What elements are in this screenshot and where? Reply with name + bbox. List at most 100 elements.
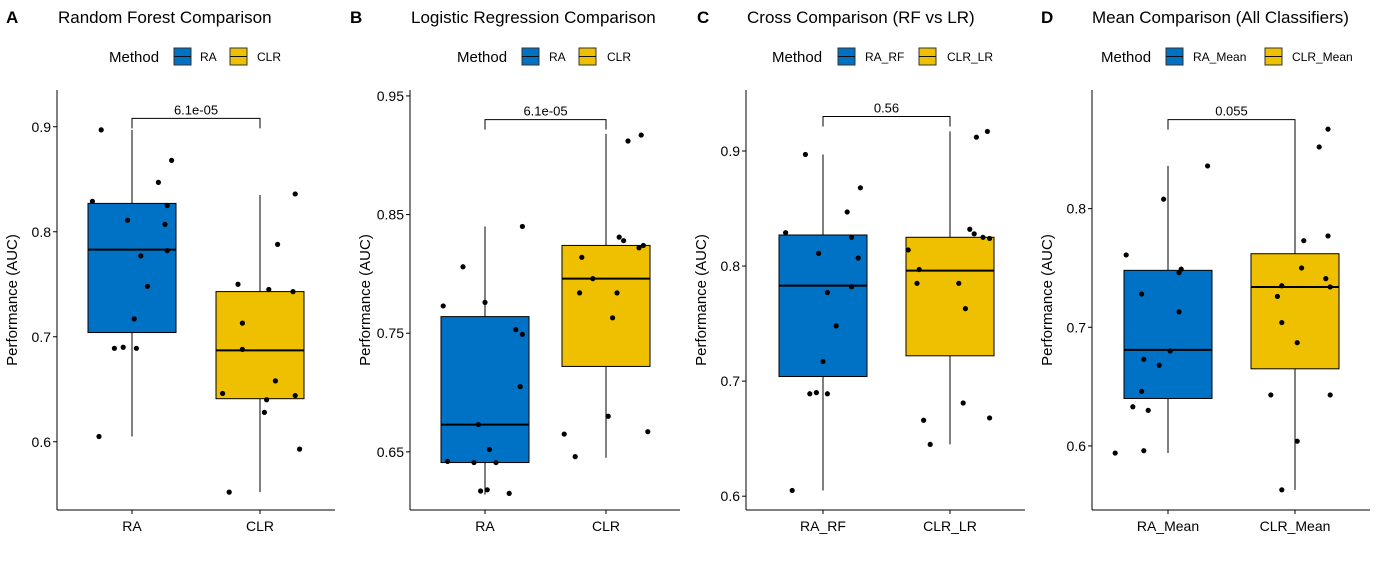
data-point bbox=[155, 179, 161, 185]
data-point bbox=[844, 209, 850, 215]
legend-label: RA bbox=[200, 50, 217, 64]
data-point bbox=[475, 421, 481, 428]
legend-key-ra: RA bbox=[521, 47, 566, 66]
data-point bbox=[789, 487, 795, 494]
data-point bbox=[1274, 293, 1280, 300]
box-iqr bbox=[440, 316, 530, 464]
data-point bbox=[125, 217, 131, 223]
legend-label: CLR_Mean bbox=[1292, 50, 1353, 64]
data-point bbox=[960, 400, 966, 406]
data-point bbox=[621, 238, 627, 244]
data-point bbox=[857, 185, 864, 191]
data-point bbox=[984, 128, 991, 135]
data-point bbox=[579, 254, 585, 260]
data-point bbox=[164, 248, 170, 254]
data-point bbox=[816, 250, 822, 256]
data-point bbox=[833, 323, 839, 329]
data-point bbox=[519, 223, 526, 230]
data-point bbox=[640, 242, 647, 249]
data-point bbox=[561, 431, 567, 437]
x-tick-label: RA bbox=[122, 518, 142, 534]
box-clr bbox=[215, 195, 305, 493]
data-point bbox=[1141, 448, 1147, 454]
data-point bbox=[1327, 392, 1333, 398]
data-point bbox=[290, 289, 296, 295]
data-point bbox=[849, 234, 855, 240]
data-point bbox=[590, 276, 596, 282]
data-point bbox=[1176, 309, 1182, 315]
box-iqr bbox=[215, 291, 305, 400]
data-point bbox=[820, 358, 826, 365]
data-point bbox=[616, 234, 622, 240]
data-point bbox=[220, 390, 226, 397]
legend-key-ra-mean: RA_Mean bbox=[1165, 47, 1246, 66]
data-point bbox=[297, 446, 303, 452]
data-point bbox=[813, 390, 820, 396]
data-point bbox=[1327, 284, 1333, 290]
data-point bbox=[971, 231, 977, 237]
data-point bbox=[914, 280, 920, 286]
data-point bbox=[226, 489, 232, 495]
panel-title: Logistic Regression Comparison bbox=[411, 8, 656, 27]
legend-label: RA bbox=[549, 50, 566, 64]
data-point bbox=[1316, 144, 1322, 150]
data-point bbox=[445, 458, 451, 464]
y-axis-title: Performance (AUC) bbox=[693, 234, 710, 366]
data-point bbox=[572, 454, 578, 460]
data-point bbox=[1205, 163, 1211, 169]
legend: Method RA CLR bbox=[457, 47, 631, 66]
x-tick-label: RA bbox=[475, 518, 495, 534]
data-point bbox=[980, 234, 986, 240]
data-point bbox=[638, 132, 644, 138]
data-point bbox=[1139, 388, 1145, 394]
y-axis-title: Performance (AUC) bbox=[357, 234, 374, 366]
x-tick-label: CLR bbox=[592, 518, 620, 534]
data-point bbox=[987, 235, 993, 242]
data-point bbox=[807, 391, 813, 397]
data-point bbox=[111, 345, 117, 351]
y-axis-title: Performance (AUC) bbox=[4, 234, 21, 366]
data-point bbox=[962, 306, 969, 312]
data-point bbox=[275, 241, 281, 247]
data-point bbox=[783, 230, 789, 236]
data-point bbox=[1141, 356, 1147, 362]
p-value-label: 0.56 bbox=[874, 100, 899, 115]
comparison-bracket: 0.055 bbox=[1167, 104, 1296, 130]
data-point bbox=[1167, 348, 1173, 354]
y-tick-label: 0.6 bbox=[32, 434, 52, 450]
legend-label: CLR_LR bbox=[947, 50, 993, 64]
data-point bbox=[636, 245, 642, 251]
data-point bbox=[98, 127, 104, 133]
data-point bbox=[266, 286, 272, 293]
p-value-label: 6.1e-05 bbox=[523, 104, 567, 119]
box-iqr bbox=[1123, 269, 1213, 399]
data-point bbox=[1299, 265, 1305, 271]
box-clr-mean bbox=[1250, 129, 1340, 490]
box-ra-rf bbox=[778, 154, 868, 491]
data-point bbox=[484, 487, 490, 493]
y-tick-label: 0.6 bbox=[1067, 438, 1087, 454]
data-point bbox=[1294, 438, 1300, 444]
bracket-line bbox=[1167, 119, 1296, 130]
data-point bbox=[1130, 404, 1136, 410]
data-point bbox=[625, 138, 631, 144]
panel-letter: B bbox=[350, 8, 362, 27]
y-tick-label: 0.8 bbox=[1067, 201, 1087, 217]
data-points bbox=[783, 128, 993, 494]
data-point bbox=[824, 391, 831, 397]
panel-title: Mean Comparison (All Classifiers) bbox=[1092, 8, 1349, 27]
data-point bbox=[987, 415, 993, 421]
data-point bbox=[89, 198, 95, 204]
legend-title: Method bbox=[109, 49, 159, 66]
data-point bbox=[824, 289, 831, 296]
panel-letter: C bbox=[697, 8, 709, 27]
data-point bbox=[292, 392, 298, 399]
panel-letter: D bbox=[1041, 8, 1053, 27]
x-tick-label: RA_Mean bbox=[1137, 518, 1199, 534]
bracket-line bbox=[822, 115, 951, 127]
legend-key-clr: CLR bbox=[229, 47, 281, 66]
data-point bbox=[849, 284, 855, 290]
box-iqr bbox=[778, 234, 868, 378]
data-point bbox=[645, 429, 651, 435]
